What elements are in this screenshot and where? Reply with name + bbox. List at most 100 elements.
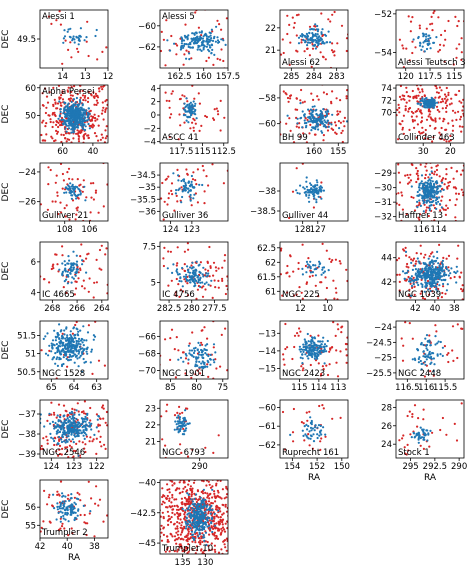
field-star-point xyxy=(192,126,195,129)
y-tick-label: −2 xyxy=(143,124,156,134)
field-star-point xyxy=(215,107,218,110)
member-point xyxy=(308,347,311,350)
y-tick-label: 2 xyxy=(151,98,156,108)
field-star-point xyxy=(218,23,221,26)
field-star-point xyxy=(345,95,348,98)
field-star-point xyxy=(167,192,171,195)
field-star-point xyxy=(293,294,296,297)
field-star-point xyxy=(168,99,171,103)
member-point xyxy=(70,281,73,284)
field-star-point xyxy=(321,404,324,407)
x-tick-label: 106 xyxy=(81,225,97,235)
member-point xyxy=(309,271,312,274)
field-star-point xyxy=(335,291,338,294)
member-point xyxy=(338,127,341,130)
x-tick-label: 63 xyxy=(91,383,102,393)
field-star-point xyxy=(232,427,234,429)
member-point xyxy=(184,275,188,279)
field-star-point xyxy=(59,104,63,107)
member-point xyxy=(87,425,90,428)
field-star-point xyxy=(340,331,343,334)
member-point xyxy=(175,269,178,273)
field-star-point xyxy=(293,345,296,349)
field-star-point xyxy=(336,42,339,45)
field-star-point xyxy=(66,446,69,449)
field-star-point xyxy=(175,336,178,339)
field-star-point xyxy=(433,173,436,176)
field-star-point xyxy=(401,126,404,129)
field-star-point xyxy=(392,211,394,213)
member-point xyxy=(424,363,427,366)
member-point xyxy=(213,53,216,57)
cluster-label: NGC 6793 xyxy=(162,448,205,458)
member-point xyxy=(75,254,78,257)
field-star-point xyxy=(288,117,291,120)
points-ngc-1039 xyxy=(396,243,464,300)
member-point xyxy=(438,196,441,199)
member-point xyxy=(172,172,175,175)
field-star-point xyxy=(211,296,214,299)
member-point xyxy=(68,259,71,262)
member-point xyxy=(423,182,426,185)
member-point xyxy=(299,34,302,38)
member-point xyxy=(432,262,435,265)
field-star-point xyxy=(46,101,50,104)
field-star-point xyxy=(448,140,451,143)
member-point xyxy=(410,261,413,264)
member-point xyxy=(71,351,74,354)
member-point xyxy=(194,365,197,368)
field-star-point xyxy=(282,358,285,361)
field-star-point xyxy=(416,123,419,126)
field-star-point xyxy=(79,85,82,87)
field-star-point xyxy=(461,284,464,287)
field-star-point xyxy=(76,47,79,50)
member-point xyxy=(206,359,209,362)
member-point xyxy=(78,429,81,432)
member-point xyxy=(63,333,66,336)
member-point xyxy=(427,270,430,273)
member-point xyxy=(322,345,325,348)
field-star-point xyxy=(86,20,89,23)
field-star-point xyxy=(397,192,400,195)
field-star-point xyxy=(419,252,423,255)
member-point xyxy=(406,269,410,272)
member-point xyxy=(68,428,71,431)
field-star-point xyxy=(295,167,298,170)
member-point xyxy=(427,199,430,202)
member-point xyxy=(66,270,69,273)
field-star-point xyxy=(96,101,99,104)
member-point xyxy=(433,194,436,197)
member-point xyxy=(50,342,53,345)
member-point xyxy=(416,206,419,209)
member-point xyxy=(197,281,200,284)
member-point xyxy=(306,263,309,266)
member-point xyxy=(434,260,437,263)
field-star-point xyxy=(82,410,85,413)
field-star-point xyxy=(47,15,51,18)
field-star-point xyxy=(274,36,276,38)
member-point xyxy=(183,102,186,105)
field-star-point xyxy=(451,129,454,132)
member-point xyxy=(73,127,76,131)
member-point xyxy=(69,182,72,185)
member-point xyxy=(89,361,92,364)
member-point xyxy=(188,278,191,282)
member-point xyxy=(305,180,308,183)
field-star-point xyxy=(425,169,428,172)
cluster-label: IC 4665 xyxy=(42,290,75,300)
member-point xyxy=(190,180,193,183)
field-star-point xyxy=(454,216,457,219)
member-point xyxy=(187,43,190,46)
field-star-point xyxy=(177,349,180,352)
field-star-point xyxy=(413,126,416,129)
member-point xyxy=(432,255,435,258)
field-star-point xyxy=(90,94,93,97)
member-point xyxy=(313,352,316,355)
member-point xyxy=(81,352,84,355)
field-star-point xyxy=(401,44,404,47)
member-point xyxy=(423,103,426,106)
member-point xyxy=(84,415,87,418)
field-star-point xyxy=(309,334,312,337)
field-star-point xyxy=(78,130,81,133)
